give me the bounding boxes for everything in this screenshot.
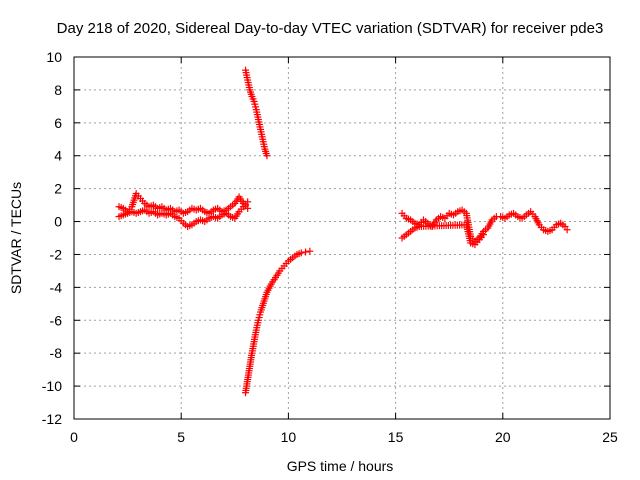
data-point [244,198,252,206]
data-point [297,249,305,257]
x-axis-label: GPS time / hours [287,458,394,474]
y-tick-label: -4 [50,279,63,295]
y-tick-label: 8 [54,82,62,98]
data-point [480,231,488,239]
y-tick-label: -2 [50,246,63,262]
data-point [563,226,571,234]
y-tick-label: -10 [42,378,62,394]
y-tick-label: -6 [50,312,63,328]
x-tick-label: 10 [281,429,297,445]
y-tick-label: 6 [54,115,62,131]
y-tick-label: 2 [54,181,62,197]
x-tick-label: 20 [495,429,511,445]
x-tick-label: 15 [388,429,404,445]
y-tick-label: -12 [42,411,62,427]
data-points [115,66,571,397]
data-point [306,247,314,255]
y-axis-label: SDTVAR / TECUs [8,182,24,294]
grid [74,57,610,419]
y-tick-label: 4 [54,148,62,164]
plot-frame [73,56,611,420]
data-point [302,248,310,256]
x-tick-label: 25 [602,429,618,445]
chart-title: Day 218 of 2020, Sidereal Day-to-day VTE… [57,20,604,37]
data-point [244,204,252,212]
y-tick-label: 0 [54,214,62,230]
y-tick-label: 10 [46,49,62,65]
x-tick-label: 5 [177,429,185,445]
x-tick-label: 0 [70,429,78,445]
data-point [263,152,271,160]
y-tick-label: -8 [50,345,63,361]
